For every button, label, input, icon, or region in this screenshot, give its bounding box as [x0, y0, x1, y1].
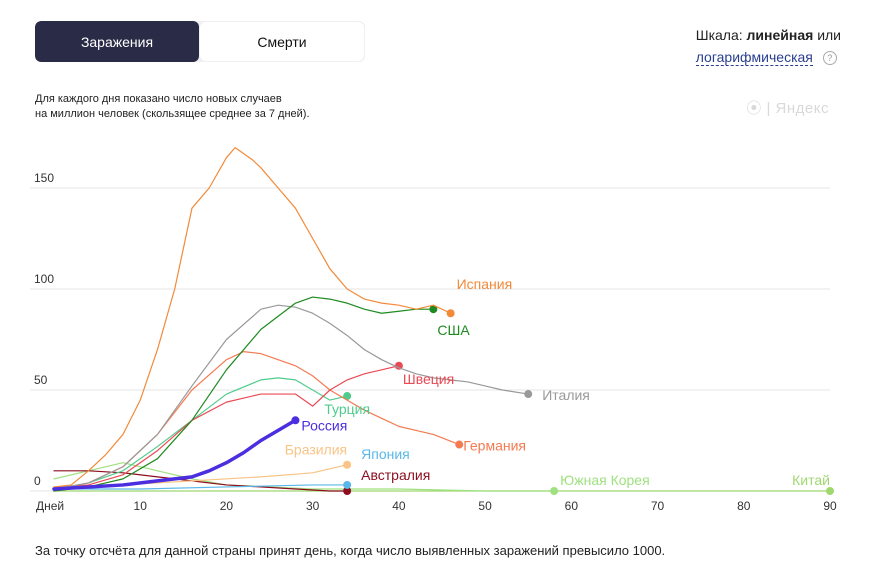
- series-line-США: [53, 296, 434, 492]
- series-label-Турция: Турция: [324, 401, 370, 417]
- series-endpoint-США: [429, 305, 438, 314]
- metric-tabs: Заражения Смерти: [35, 21, 365, 62]
- series-endpoint-Италия: [524, 390, 533, 399]
- description-line-2: на миллион человек (скользящее среднее з…: [35, 108, 310, 120]
- tab-infections[interactable]: Заражения: [35, 21, 199, 62]
- series-label-Россия: Россия: [301, 417, 347, 433]
- series-endpoint-Германия: [455, 440, 464, 449]
- scale-log-option[interactable]: логарифмическая: [695, 49, 813, 66]
- scale-linear-option[interactable]: линейная: [746, 27, 814, 43]
- series-label-США: США: [437, 322, 470, 338]
- footnote: За точку отсчёта для данной страны приня…: [35, 543, 666, 558]
- scale-selector: Шкала: линейная или логарифмическая ?: [695, 24, 841, 68]
- series-endpoint-Япония: [343, 480, 352, 489]
- series-endpoint-Швеция: [394, 361, 403, 370]
- series-label-Бразилия: Бразилия: [285, 442, 347, 458]
- y-tick-label: 0: [34, 474, 41, 488]
- help-icon[interactable]: ?: [822, 51, 837, 66]
- series-endpoint-Турция: [343, 392, 352, 401]
- y-tick-label: 150: [34, 171, 54, 185]
- x-tick-label: 60: [565, 499, 579, 513]
- tab-deaths[interactable]: Смерти: [200, 22, 364, 61]
- yandex-logo: ⦿ | Яндекс: [746, 100, 829, 117]
- series-line-Турция: [53, 377, 348, 492]
- series-endpoint-Австралия: [343, 487, 352, 495]
- series-endpoint-Россия: [291, 416, 300, 425]
- series-line-Испания: [53, 147, 452, 488]
- series-label-Южная Корея: Южная Корея: [560, 472, 650, 488]
- x-axis-label: Дней: [36, 499, 64, 513]
- scale-or: или: [817, 27, 841, 43]
- x-tick-label: 80: [737, 499, 751, 513]
- axes: 0 50 100 150 Дней 10 20 30 40 50 60 70 80 90: [34, 171, 837, 513]
- series-line-Япония: [53, 484, 348, 490]
- series-line-Италия: [53, 304, 529, 490]
- x-tick-label: 90: [823, 499, 837, 513]
- x-tick-label: 70: [651, 499, 665, 513]
- y-tick-label: 100: [34, 272, 54, 286]
- series-line-Южная Корея: [53, 462, 555, 492]
- x-tick-label: 30: [306, 499, 320, 513]
- series-endpoint-Испания: [446, 309, 455, 318]
- scale-prefix: Шкала:: [695, 27, 743, 43]
- x-tick-label: 10: [134, 499, 148, 513]
- series-label-Швеция: Швеция: [403, 371, 454, 387]
- series-line-Австралия: [53, 470, 348, 492]
- description-line-1: Для каждого дня показано число новых слу…: [35, 93, 282, 105]
- series-label-Испания: Испания: [457, 276, 513, 292]
- y-tick-label: 50: [34, 373, 48, 387]
- series-line-Россия: [52, 418, 298, 491]
- series-label-Австралия: Австралия: [361, 467, 430, 483]
- series-endpoint-Бразилия: [343, 460, 352, 469]
- series-endpoint-Южная Корея: [550, 487, 559, 495]
- grid: [30, 187, 830, 492]
- series-labels: Китай Южная Корея Австралия Япония Бразилия Т…: [285, 276, 830, 488]
- series-label-Китай: Китай: [792, 472, 830, 488]
- series-endpoint-Китай: [826, 487, 834, 495]
- x-tick-label: 40: [392, 499, 406, 513]
- series-label-Япония: Япония: [361, 446, 410, 462]
- series-label-Германия: Германия: [463, 438, 526, 454]
- chart-description: Для каждого дня показано число новых слу…: [35, 92, 310, 122]
- series-label-Италия: Италия: [542, 387, 590, 403]
- series-line-Швеция: [53, 365, 400, 490]
- x-tick-label: 50: [478, 499, 492, 513]
- series-lines: [52, 147, 834, 495]
- x-tick-label: 20: [220, 499, 234, 513]
